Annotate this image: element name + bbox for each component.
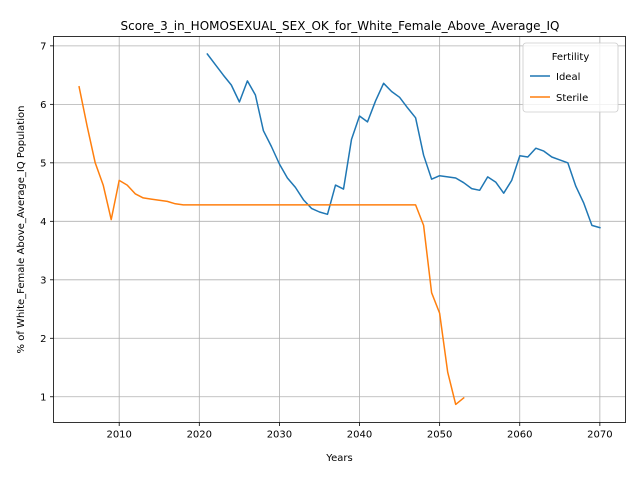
x-tick-label: 2060	[507, 430, 532, 441]
x-tick-label: 2010	[106, 430, 131, 441]
legend-box	[522, 42, 619, 113]
y-axis-label: % of White_Female Above_Average_IQ Popul…	[16, 106, 27, 354]
x-axis-ticks: 2010 2020 2030 2040 2050 2060 2070	[106, 422, 613, 441]
y-tick-label: 6	[40, 100, 46, 111]
legend-title: Fertility	[552, 52, 590, 63]
series-lines	[78, 52, 601, 406]
x-tick-label: 2020	[187, 430, 212, 441]
x-axis-label: Years	[325, 453, 352, 464]
y-tick-label: 5	[40, 158, 46, 169]
x-tick-label: 2030	[267, 430, 292, 441]
chart-title: Score_3_in_HOMOSEXUAL_SEX_OK_for_White_F…	[121, 19, 560, 33]
legend-label-ideal: Ideal	[556, 72, 580, 83]
x-tick-label: 2040	[347, 430, 372, 441]
x-tick-label: 2050	[427, 430, 452, 441]
y-tick-label: 1	[40, 392, 46, 403]
y-tick-label: 7	[40, 41, 46, 52]
legend-label-sterile: Sterile	[556, 93, 588, 104]
y-tick-label: 2	[40, 334, 46, 345]
plot-frame	[53, 36, 626, 423]
y-axis-ticks: 1 2 3 4 5 6 7	[40, 41, 54, 403]
y-tick-label: 3	[40, 275, 46, 286]
x-tick-label: 2070	[587, 430, 612, 441]
series-line-sterile	[78, 85, 465, 406]
y-tick-label: 4	[40, 217, 46, 228]
legend: Fertility Ideal Sterile	[522, 42, 619, 113]
series-line-ideal	[206, 52, 601, 229]
